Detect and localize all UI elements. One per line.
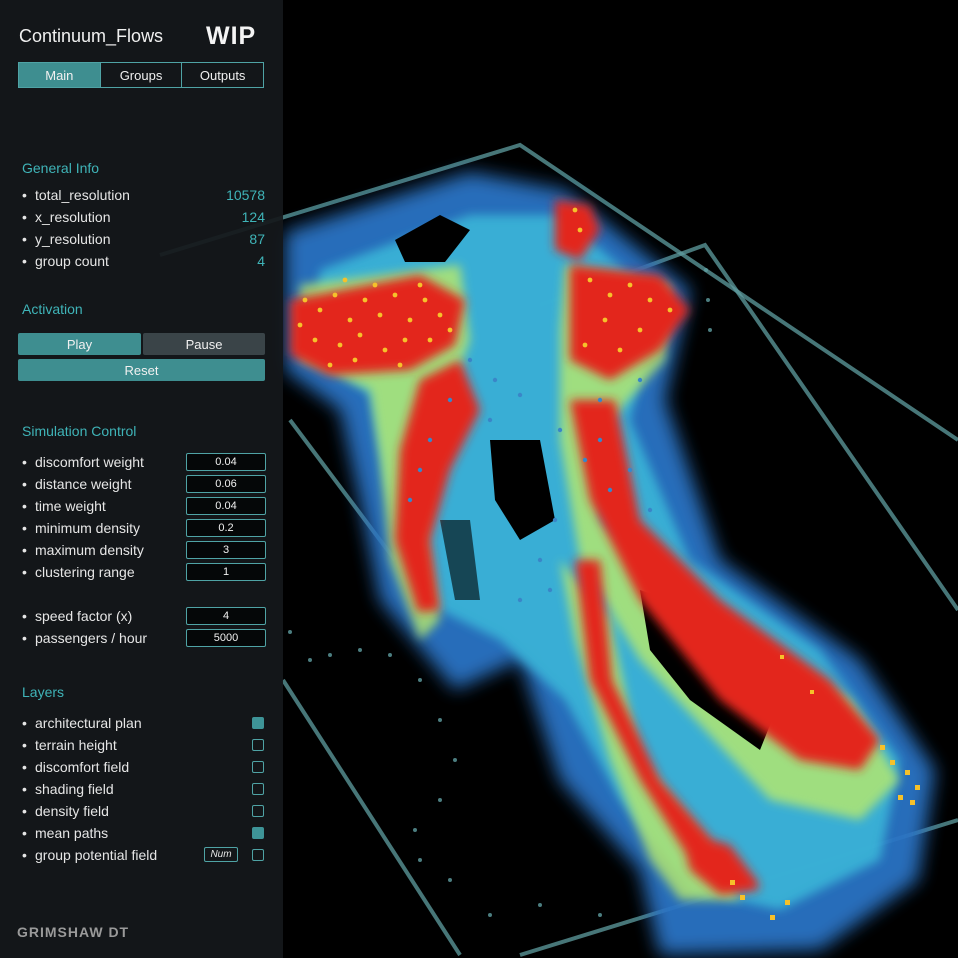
layer-row-mean-paths: • mean paths bbox=[22, 825, 265, 847]
bullet: • bbox=[22, 253, 27, 269]
param-label: time weight bbox=[35, 498, 106, 514]
layer-row-group-potential-field: • group potential field Num bbox=[22, 847, 265, 869]
param-row-time-weight: • time weight 0.04 bbox=[22, 497, 266, 520]
info-row-y-resolution: • y_resolution 87 bbox=[22, 231, 265, 253]
layer-row-shading-field: • shading field bbox=[22, 781, 265, 803]
distance-weight-input[interactable]: 0.06 bbox=[186, 475, 266, 493]
layer-label: terrain height bbox=[35, 737, 117, 753]
bullet: • bbox=[22, 847, 27, 863]
agents-yellow bbox=[297, 207, 673, 368]
bullet: • bbox=[22, 715, 27, 731]
layers-heading: Layers bbox=[22, 684, 65, 700]
control-sidebar: Continuum_Flows WIP Main Groups Outputs … bbox=[0, 0, 283, 958]
layer-label: shading field bbox=[35, 781, 114, 797]
info-row-group-count: • group count 4 bbox=[22, 253, 265, 275]
tab-outputs[interactable]: Outputs bbox=[199, 67, 246, 83]
passengers-per-hour-input[interactable]: 5000 bbox=[186, 629, 266, 647]
bullet: • bbox=[22, 630, 27, 646]
layer-row-density-field: • density field bbox=[22, 803, 265, 825]
layer-row-discomfort-field: • discomfort field bbox=[22, 759, 265, 781]
time-weight-input[interactable]: 0.04 bbox=[186, 497, 266, 515]
layer-row-architectural-plan: • architectural plan bbox=[22, 715, 265, 737]
tab-main[interactable]: Main bbox=[19, 63, 101, 87]
param-row-minimum-density: • minimum density 0.2 bbox=[22, 519, 266, 542]
terrain-height-checkbox[interactable] bbox=[252, 739, 264, 751]
param-row-passengers-per-hour: • passengers / hour 5000 bbox=[22, 629, 266, 652]
param-label: maximum density bbox=[35, 542, 144, 558]
bullet: • bbox=[22, 209, 27, 225]
brand-footer: GRIMSHAW DT bbox=[17, 924, 130, 940]
tab-bar: Main Groups Outputs bbox=[18, 62, 264, 88]
agents-blue bbox=[407, 357, 653, 603]
discomfort-field-checkbox[interactable] bbox=[252, 761, 264, 773]
param-label: minimum density bbox=[35, 520, 141, 536]
architectural-plan-checkbox[interactable] bbox=[252, 717, 264, 729]
param-row-maximum-density: • maximum density 3 bbox=[22, 541, 266, 564]
clustering-range-input[interactable]: 1 bbox=[186, 563, 266, 581]
info-label: group count bbox=[35, 253, 109, 269]
platform-edge-dots bbox=[288, 268, 712, 917]
info-value: 124 bbox=[241, 209, 265, 225]
bullet: • bbox=[22, 187, 27, 203]
bullet: • bbox=[22, 825, 27, 841]
info-value: 87 bbox=[249, 231, 265, 247]
bullet: • bbox=[22, 542, 27, 558]
simulation-control-heading: Simulation Control bbox=[22, 423, 137, 439]
layer-label: mean paths bbox=[35, 825, 109, 841]
info-value: 10578 bbox=[226, 187, 265, 203]
param-row-discomfort-weight: • discomfort weight 0.04 bbox=[22, 453, 266, 476]
layer-label: architectural plan bbox=[35, 715, 142, 731]
bullet: • bbox=[22, 803, 27, 819]
density-field-checkbox[interactable] bbox=[252, 805, 264, 817]
info-label: total_resolution bbox=[35, 187, 130, 203]
param-row-speed-factor: • speed factor (x) 4 bbox=[22, 607, 266, 630]
info-value: 4 bbox=[257, 253, 265, 269]
bullet: • bbox=[22, 231, 27, 247]
info-row-x-resolution: • x_resolution 124 bbox=[22, 209, 265, 231]
bullet: • bbox=[22, 476, 27, 492]
layer-label: density field bbox=[35, 803, 109, 819]
speed-factor-input[interactable]: 4 bbox=[186, 607, 266, 625]
param-label: distance weight bbox=[35, 476, 132, 492]
group-potential-field-checkbox[interactable] bbox=[252, 849, 264, 861]
maximum-density-input[interactable]: 3 bbox=[186, 541, 266, 559]
info-row-total-resolution: • total_resolution 10578 bbox=[22, 187, 265, 209]
layer-label: group potential field bbox=[35, 847, 158, 863]
num-toggle-button[interactable]: Num bbox=[204, 847, 238, 862]
layer-row-terrain-height: • terrain height bbox=[22, 737, 265, 759]
param-row-distance-weight: • distance weight 0.06 bbox=[22, 475, 266, 498]
bullet: • bbox=[22, 498, 27, 514]
bullet: • bbox=[22, 759, 27, 775]
info-label: y_resolution bbox=[35, 231, 111, 247]
activation-heading: Activation bbox=[22, 301, 83, 317]
wip-badge: WIP bbox=[206, 22, 257, 50]
pause-button[interactable]: Pause bbox=[143, 333, 265, 355]
bullet: • bbox=[22, 737, 27, 753]
layer-label: discomfort field bbox=[35, 759, 130, 775]
shading-field-checkbox[interactable] bbox=[252, 783, 264, 795]
bullet: • bbox=[22, 608, 27, 624]
param-label: discomfort weight bbox=[35, 454, 144, 470]
density-field bbox=[285, 172, 935, 955]
info-label: x_resolution bbox=[35, 209, 111, 225]
bullet: • bbox=[22, 564, 27, 580]
discomfort-weight-input[interactable]: 0.04 bbox=[186, 453, 266, 471]
param-label: speed factor (x) bbox=[35, 608, 133, 624]
play-button[interactable]: Play bbox=[18, 333, 141, 355]
mean-paths-checkbox[interactable] bbox=[252, 827, 264, 839]
tab-groups[interactable]: Groups bbox=[101, 63, 183, 87]
bullet: • bbox=[22, 454, 27, 470]
bullet: • bbox=[22, 781, 27, 797]
param-label: clustering range bbox=[35, 564, 135, 580]
bullet: • bbox=[22, 520, 27, 536]
minimum-density-input[interactable]: 0.2 bbox=[186, 519, 266, 537]
app-title: Continuum_Flows bbox=[19, 26, 164, 46]
param-label: passengers / hour bbox=[35, 630, 148, 646]
agents-exit-yellow bbox=[730, 655, 920, 920]
general-info-heading: General Info bbox=[22, 160, 100, 176]
reset-button[interactable]: Reset bbox=[18, 359, 265, 381]
param-row-clustering-range: • clustering range 1 bbox=[22, 563, 266, 586]
